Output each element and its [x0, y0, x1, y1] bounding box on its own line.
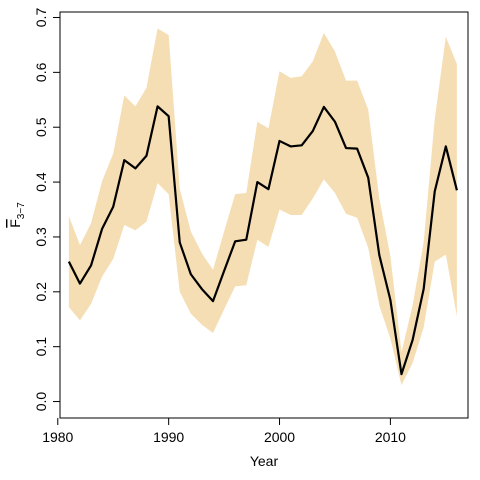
y-axis-title-subscript: 3−7: [16, 202, 27, 219]
confidence-band-0: [68, 28, 457, 386]
plot-layer: [67, 28, 458, 386]
y-tick-label: 0.0: [33, 392, 49, 412]
x-axis: 1980 1990 2000 2010: [42, 418, 406, 445]
y-axis-title: F3−7: [7, 202, 27, 228]
x-tick-label: 2010: [375, 429, 406, 445]
x-tick-label: 1990: [153, 429, 184, 445]
y-axis-title-main: F: [7, 219, 23, 228]
y-tick-label: 0.6: [33, 62, 49, 82]
x-axis-title: Year: [250, 453, 279, 469]
y-tick-label: 0.2: [33, 282, 49, 302]
svg-text:F3−7: F3−7: [7, 202, 27, 228]
plot-frame: [59, 11, 469, 419]
x-tick-label: 1980: [42, 429, 73, 445]
y-tick-label: 0.1: [33, 337, 49, 357]
y-tick-label: 0.4: [33, 172, 49, 192]
y-tick-label: 0.3: [33, 227, 49, 247]
y-tick-label: 0.5: [33, 117, 49, 137]
x-tick-label: 2000: [264, 429, 295, 445]
series-line-0: [67, 105, 458, 376]
y-axis: 0.0 0.1 0.2 0.3 0.4 0.5 0.6 0.7: [33, 8, 60, 412]
y-tick-label: 0.7: [33, 8, 49, 28]
